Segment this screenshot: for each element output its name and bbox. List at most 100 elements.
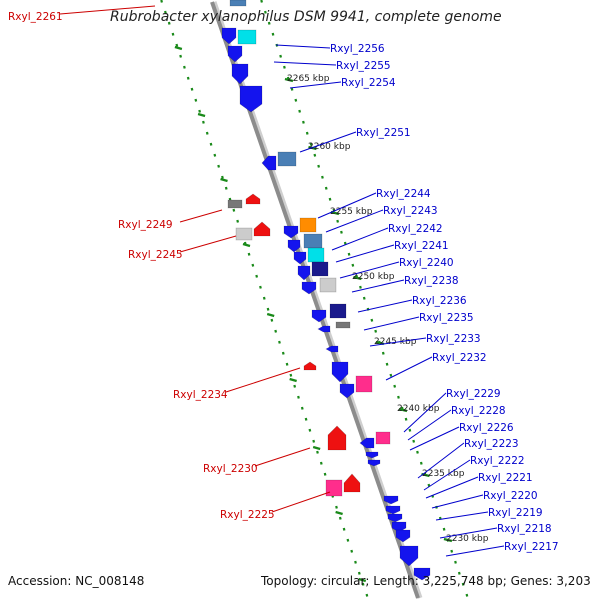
label-leader [335,244,395,263]
track-dot [186,76,190,80]
track-dot [175,43,179,47]
label-leader [363,316,420,331]
gene-arrow [367,459,381,467]
track-dot [359,285,362,289]
gene-arrow [413,567,431,581]
track-dot [194,98,198,102]
scale-label: 2235 kbp [422,469,465,479]
track-dot [335,505,338,509]
track-dot [293,384,297,388]
track-dot [454,560,457,564]
gene-arrow [317,325,331,333]
track-dot [419,461,423,465]
gene-label-left: Rxyl_2225 [220,509,275,521]
gene-label-right: Rxyl_2226 [459,422,514,434]
gene-box [235,227,253,241]
track-dot [270,318,274,322]
gene-arrow [301,281,317,295]
track-dot [171,32,175,36]
track-dot [365,593,369,597]
track-dot [290,87,294,91]
label-leader [407,409,452,441]
major-tick [174,45,183,51]
gene-label-right: Rxyl_2218 [497,523,552,535]
major-tick [398,407,408,413]
track-dot [190,87,194,91]
gene-arrow [231,63,249,85]
gene-label-left: Rxyl_2234 [173,389,228,401]
gene-box [229,0,247,7]
track-dot [313,153,317,157]
length-value: 3,225,748 bp [422,574,503,588]
track-dot [412,439,416,443]
gene-box [329,303,347,319]
track-dot [346,538,350,542]
track-dot [408,428,412,432]
track-dot [294,98,298,102]
track-dot [267,21,271,25]
major-tick [289,377,297,383]
track-dot [183,65,186,69]
gene-label-right: Rxyl_2238 [404,275,459,287]
gene-label-right: Rxyl_2251 [356,127,411,139]
label-leader [417,442,465,479]
track-dot [205,131,209,135]
track-dot [198,109,201,113]
gene-arrow [325,345,339,353]
gene-arrow [221,27,237,45]
label-leader [331,227,389,251]
gene-arrow [339,383,355,399]
track-dot [416,450,419,454]
track-dot [308,428,312,432]
gene-arrow [399,545,419,567]
gene-arrow [331,361,349,383]
track-dot [361,582,365,586]
gene-box [227,199,243,209]
label-leader [271,491,331,513]
track-dot [255,274,259,278]
scale-label: 2230 kbp [446,534,489,544]
major-tick [266,312,275,318]
track-dot [179,54,182,58]
gene-arrow [365,451,379,459]
label-leader [351,279,405,293]
gene-arrow [395,529,411,543]
scale-label: 2255 kbp [330,207,373,217]
track-dot [338,516,342,520]
label-leader [423,459,471,491]
track-dot [278,340,281,344]
gene-arrow [287,239,301,253]
track-dot [316,450,319,454]
track-dot [271,32,275,36]
track-dot [357,571,361,575]
gene-label-right: Rxyl_2219 [488,507,543,519]
label-leader [385,356,433,381]
track-dot [297,395,300,399]
gene-arrow [253,221,271,237]
left-tick-track [160,0,369,597]
track-dot [305,131,309,135]
label-leader [445,545,505,557]
track-dot [309,142,313,146]
gene-label-right: Rxyl_2254 [341,77,396,89]
major-tick [335,510,343,516]
track-dot [381,351,385,355]
label-leader [357,299,413,313]
track-dot [340,230,343,234]
track-dot [224,186,228,190]
major-tick [358,577,367,583]
track-dot [259,285,262,289]
track-dot [393,384,397,388]
gene-label-right: Rxyl_2256 [330,43,385,55]
track-dot [312,439,316,443]
track-dot [343,241,347,245]
gene-arrow [343,473,361,493]
label-leader [289,81,342,89]
track-dot [442,527,446,531]
gene-label-right: Rxyl_2255 [336,60,391,72]
length-label: Length: [373,574,419,588]
gene-box [355,375,373,393]
gene-arrow [311,309,327,323]
track-dot [304,417,308,421]
